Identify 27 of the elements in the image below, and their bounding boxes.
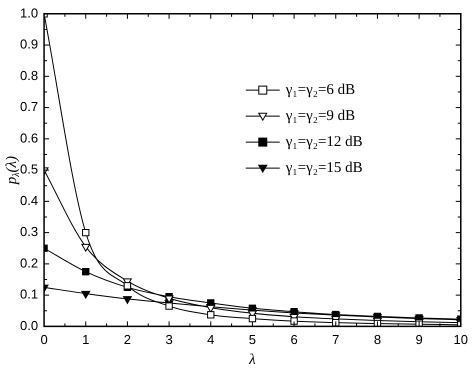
y-tick-label: 0.7 bbox=[20, 99, 38, 114]
y-tick-label: 0.1 bbox=[20, 286, 38, 302]
y-tick-label: 0.0 bbox=[20, 318, 38, 333]
x-tick-label: 8 bbox=[374, 332, 382, 347]
legend-label: γ₁=γ₂=12 dB bbox=[284, 134, 363, 150]
legend-label: γ₁=γ₂=6 dB bbox=[284, 82, 356, 98]
y-tick-label: 0.9 bbox=[20, 36, 38, 52]
y-tick-label: 0.3 bbox=[20, 224, 38, 240]
legend-label: γ₁=γ₂=9 dB bbox=[284, 108, 356, 124]
x-tick-label: 0 bbox=[40, 332, 48, 347]
x-tick-label: 4 bbox=[207, 332, 214, 347]
x-tick-label: 2 bbox=[124, 332, 132, 347]
y-tick-label: 1.0 bbox=[20, 5, 38, 20]
x-tick-label: 6 bbox=[290, 332, 298, 347]
x-tick-label: 9 bbox=[415, 332, 423, 347]
x-tick-label: 3 bbox=[165, 332, 173, 347]
y-tick-label: 0.2 bbox=[20, 255, 38, 270]
y-tick-label: 0.8 bbox=[20, 68, 38, 83]
x-tick-label: 5 bbox=[248, 332, 256, 347]
x-tick-label: 1 bbox=[82, 332, 90, 347]
x-tick-label: 10 bbox=[454, 332, 468, 347]
y-tick-label: 0.6 bbox=[20, 130, 38, 146]
x-axis-title: λ bbox=[248, 352, 256, 368]
legend-label: γ₁=γ₂=15 dB bbox=[284, 160, 363, 176]
y-tick-label: 0.5 bbox=[20, 162, 38, 177]
y-tick-label: 0.4 bbox=[20, 192, 38, 208]
x-tick-label: 7 bbox=[332, 332, 340, 347]
